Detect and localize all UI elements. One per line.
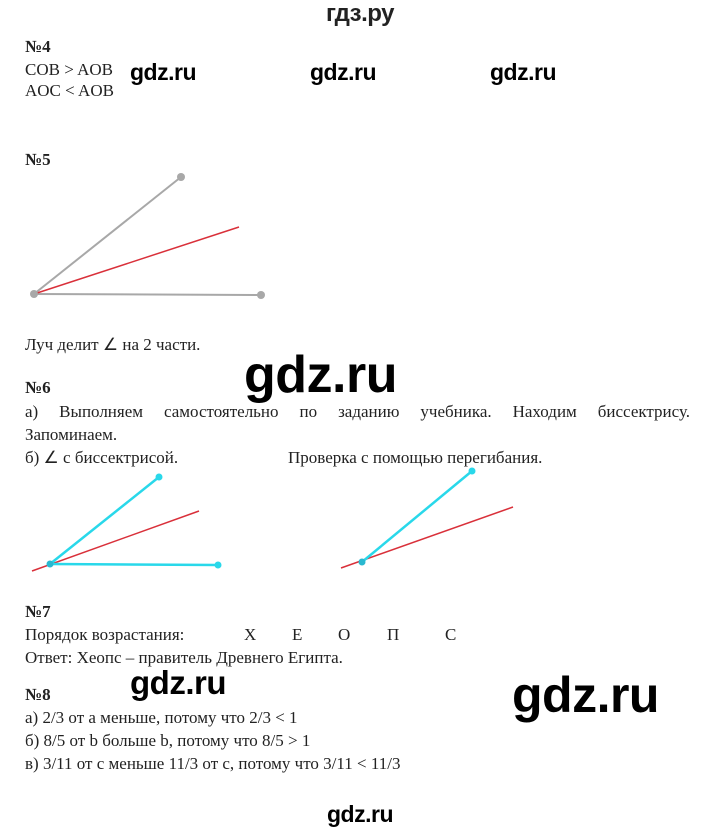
task6-bisector-diagram <box>31 473 222 572</box>
watermark: gdz.ru <box>130 664 226 701</box>
task8-line: в) 3/11 от c меньше 11/3 от c, потому чт… <box>25 754 401 773</box>
point-b <box>257 291 265 299</box>
task4-number: №4 <box>25 37 51 56</box>
ray-oc <box>33 226 240 295</box>
task5-number: №5 <box>25 150 51 169</box>
watermark: gdz.ru <box>310 59 377 85</box>
site-title: гдз.ру <box>326 0 394 27</box>
task7-letter: Х <box>244 625 257 644</box>
angle-side <box>49 476 160 565</box>
task5-caption: Луч делит ∠ на 2 части. <box>25 335 201 354</box>
task5-angle-diagram <box>30 173 265 299</box>
task6-folding-diagram <box>340 467 514 569</box>
end-point <box>468 467 476 475</box>
task6-b: б) ∠ с биссектрисой. <box>25 448 179 467</box>
task4-line: COB > AOB <box>25 60 113 79</box>
task7-letter: О <box>338 625 351 644</box>
angle-side <box>49 562 219 567</box>
angle-side <box>361 470 473 563</box>
end-point <box>155 473 163 481</box>
task8-line: а) 2/3 от a меньше, потому что 2/3 < 1 <box>25 708 298 727</box>
ray-ob <box>33 293 262 296</box>
task6-a-cont: Запоминаем. <box>25 425 118 444</box>
task7-letter: Е <box>292 625 303 644</box>
task8-line: б) 8/5 от b больше b, потому что 8/5 > 1 <box>25 731 311 750</box>
task4-line: AOC < AOB <box>25 81 114 100</box>
vertex-point <box>46 560 54 568</box>
task7-letter: С <box>445 625 457 644</box>
watermark: gdz.ru <box>130 59 197 85</box>
task6-b-right: Проверка с помощью перегибания. <box>288 448 543 467</box>
task7-letter: П <box>387 625 400 644</box>
ray-oa <box>33 176 182 295</box>
task7-number: №7 <box>25 602 51 621</box>
point-a <box>177 173 185 181</box>
bisector <box>31 510 200 572</box>
task8-number: №8 <box>25 685 51 704</box>
watermark: gdz.ru <box>327 801 394 827</box>
watermark: gdz.ru <box>512 667 659 723</box>
task6-a: а) Выполняем самостоятельно по заданию у… <box>25 402 690 421</box>
watermark: gdz.ru <box>244 346 397 404</box>
vertex-point <box>358 558 366 566</box>
task6-number: №6 <box>25 378 51 397</box>
end-point <box>214 561 222 569</box>
task7-order-label: Порядок возрастания: <box>25 625 185 644</box>
watermark: gdz.ru <box>490 59 557 85</box>
task7-answer: Ответ: Хеопс – правитель Древнего Египта… <box>25 648 343 667</box>
point-o <box>30 290 38 298</box>
bisector <box>340 506 514 569</box>
